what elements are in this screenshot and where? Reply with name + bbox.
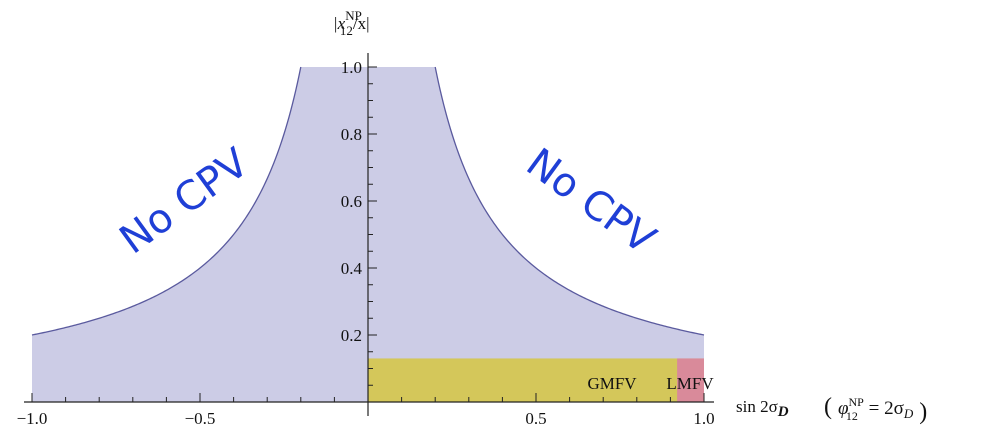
y-axis-label: |xNP 12/x| bbox=[333, 8, 369, 38]
x-axis-note: (φNP 12 = 2σD) bbox=[824, 394, 927, 425]
x-tick-label: 0.5 bbox=[525, 409, 546, 428]
y-tick-label: 0.4 bbox=[341, 259, 363, 278]
x-tick-label: 1.0 bbox=[693, 409, 714, 428]
axes bbox=[24, 53, 714, 416]
y-tick-label: 0.2 bbox=[341, 326, 362, 345]
x-axis-label: sin 2σD bbox=[736, 397, 789, 420]
boundary-curve-right bbox=[434, 66, 705, 336]
x-tick-label: −0.5 bbox=[185, 409, 216, 428]
region-label-lmfv: LMFV bbox=[666, 374, 714, 393]
x-tick-label: −1.0 bbox=[17, 409, 48, 428]
region-label-gmfv: GMFV bbox=[587, 374, 637, 393]
y-tick-label: 0.8 bbox=[341, 125, 362, 144]
y-tick-label: 0.6 bbox=[341, 192, 362, 211]
boundary-curve-left bbox=[31, 66, 302, 336]
region-lmfv bbox=[677, 358, 704, 402]
y-tick-label: 1.0 bbox=[341, 58, 362, 77]
annotation-no-cpv-right: No CPV bbox=[518, 140, 664, 264]
